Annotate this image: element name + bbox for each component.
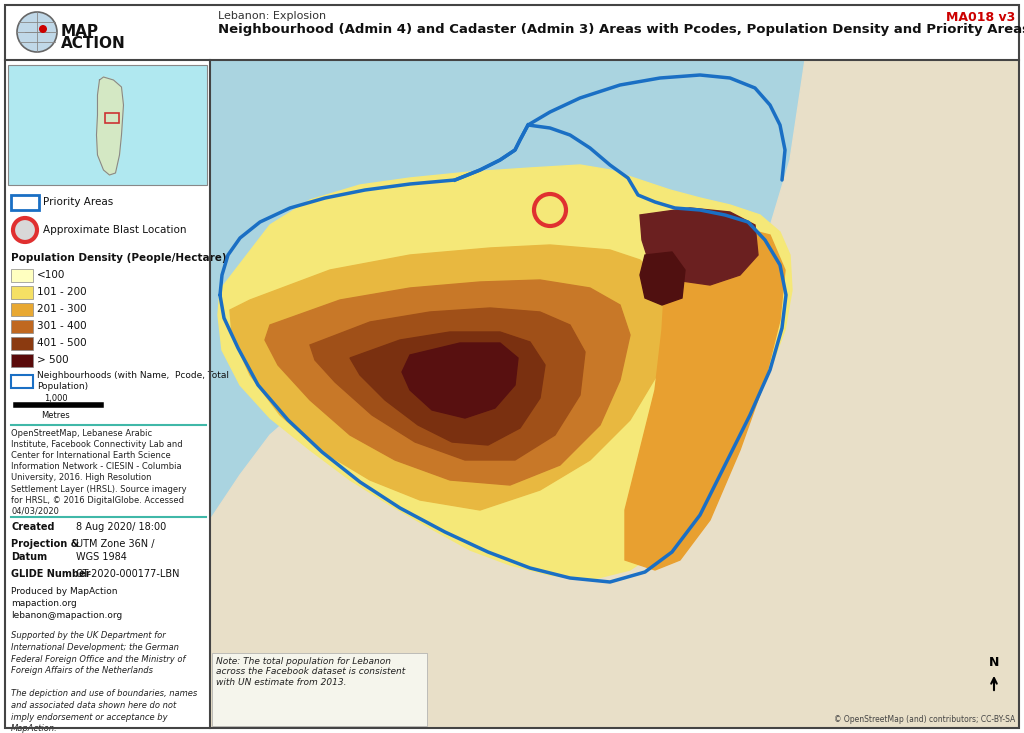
Polygon shape <box>96 77 124 175</box>
Circle shape <box>39 25 47 33</box>
Bar <box>212 653 427 726</box>
Polygon shape <box>310 308 585 460</box>
Text: > 500: > 500 <box>37 355 69 365</box>
Text: Produced by MapAction
mapaction.org
lebanon@mapaction.org: Produced by MapAction mapaction.org leba… <box>11 587 122 619</box>
Text: Neighbourhood (Admin 4) and Cadaster (Admin 3) Areas with Pcodes, Population Den: Neighbourhood (Admin 4) and Cadaster (Ad… <box>218 23 1024 36</box>
Polygon shape <box>265 280 630 485</box>
Text: 8 Aug 2020/ 18:00: 8 Aug 2020/ 18:00 <box>76 522 166 532</box>
Text: Projection &
Datum: Projection & Datum <box>11 539 79 562</box>
Text: MA018 v3: MA018 v3 <box>946 11 1015 24</box>
Text: 401 - 500: 401 - 500 <box>37 338 87 348</box>
Text: 301 - 400: 301 - 400 <box>37 321 87 331</box>
Bar <box>11 320 33 333</box>
Polygon shape <box>350 332 545 445</box>
Polygon shape <box>218 165 792 580</box>
Text: <100: <100 <box>37 270 66 280</box>
Bar <box>105 113 120 123</box>
Text: Priority Areas: Priority Areas <box>43 197 114 207</box>
Text: Created: Created <box>11 522 54 532</box>
Text: Metres: Metres <box>42 411 71 420</box>
Bar <box>5 60 210 728</box>
Polygon shape <box>625 225 785 570</box>
Polygon shape <box>720 60 1019 728</box>
Text: 1,000: 1,000 <box>44 394 68 403</box>
Text: UTM Zone 36N /
WGS 1984: UTM Zone 36N / WGS 1984 <box>76 539 155 562</box>
Text: OpenStreetMap, Lebanese Arabic
Institute, Facebook Connectivity Lab and
Center f: OpenStreetMap, Lebanese Arabic Institute… <box>11 429 186 516</box>
Text: © OpenStreetMap (and) contributors; CC-BY-SA: © OpenStreetMap (and) contributors; CC-B… <box>834 715 1015 724</box>
Bar <box>11 303 33 316</box>
Bar <box>8 65 207 185</box>
Bar <box>11 354 33 367</box>
Bar <box>11 375 33 388</box>
Text: Approximate Blast Location: Approximate Blast Location <box>43 225 186 235</box>
Text: Supported by the UK Department for
International Development; the German
Federal: Supported by the UK Department for Inter… <box>11 631 185 675</box>
Text: The depiction and use of boundaries, names
and associated data shown here do not: The depiction and use of boundaries, nam… <box>11 689 198 733</box>
Polygon shape <box>210 275 1019 728</box>
Circle shape <box>13 218 37 242</box>
Text: OT-2020-000177-LBN: OT-2020-000177-LBN <box>76 569 180 579</box>
Text: 201 - 300: 201 - 300 <box>37 304 87 314</box>
Bar <box>210 60 1019 728</box>
Text: ACTION: ACTION <box>61 36 126 51</box>
Polygon shape <box>230 245 670 510</box>
Text: 101 - 200: 101 - 200 <box>37 287 87 297</box>
Bar <box>11 269 33 282</box>
Text: N: N <box>989 656 999 669</box>
Bar <box>5 5 1019 60</box>
Circle shape <box>17 12 57 52</box>
Text: Population Density (People/Hectare): Population Density (People/Hectare) <box>11 253 226 263</box>
Polygon shape <box>402 343 518 418</box>
Text: Note: The total population for Lebanon
across the Facebook dataset is consistent: Note: The total population for Lebanon a… <box>216 657 406 687</box>
Polygon shape <box>640 208 758 285</box>
Bar <box>11 195 39 210</box>
Polygon shape <box>640 252 685 305</box>
Bar <box>11 286 33 299</box>
Text: Lebanon: Explosion: Lebanon: Explosion <box>218 11 326 21</box>
Text: GLIDE Number: GLIDE Number <box>11 569 90 579</box>
Text: MAP: MAP <box>61 24 99 39</box>
Bar <box>11 337 33 350</box>
Text: Neighbourhoods (with Name,  Pcode, Total
Population): Neighbourhoods (with Name, Pcode, Total … <box>37 372 229 391</box>
